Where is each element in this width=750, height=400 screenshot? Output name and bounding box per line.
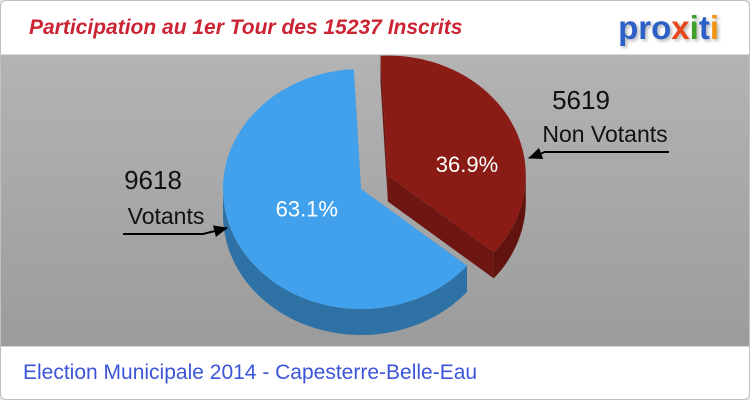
footer-band: Election Municipale 2014 - Capesterre-Be… xyxy=(1,346,749,399)
pct-label-non-votants: 36.9% xyxy=(436,152,498,177)
logo-letter: i xyxy=(689,8,699,46)
votants-count-label: 9618 xyxy=(124,165,182,195)
non-votants-callout-line xyxy=(528,147,669,160)
proxiti-logo[interactable]: proxiti xyxy=(618,9,719,47)
logo-letter: x xyxy=(671,8,690,46)
pie-slice-top xyxy=(223,69,467,309)
non-votants-name-label: Non Votants xyxy=(542,121,668,147)
pie-slice-top xyxy=(380,55,526,253)
subtitle: Election Municipale 2014 - Capesterre-Be… xyxy=(23,361,478,384)
logo-letter: o xyxy=(651,8,672,46)
logo-letter: i xyxy=(709,8,719,46)
pie-wall xyxy=(493,175,526,279)
page-title: Participation au 1er Tour des 15237 Insc… xyxy=(29,15,463,39)
votants-name-label: Votants xyxy=(127,203,205,229)
header-band: Participation au 1er Tour des 15237 Insc… xyxy=(1,1,749,55)
pie-cut-face xyxy=(387,175,494,279)
pie-wall xyxy=(223,189,467,335)
non-votants-count-label: 5619 xyxy=(552,85,610,115)
pie-chart: 36.9% 63.1% xyxy=(223,55,526,335)
logo-letter: p xyxy=(618,8,639,46)
logo-letter: t xyxy=(698,8,710,46)
votants-callout-line xyxy=(123,225,228,237)
pct-label-votants: 63.1% xyxy=(276,196,338,221)
logo-letter: r xyxy=(638,8,652,46)
pie-cut-face xyxy=(380,55,388,202)
